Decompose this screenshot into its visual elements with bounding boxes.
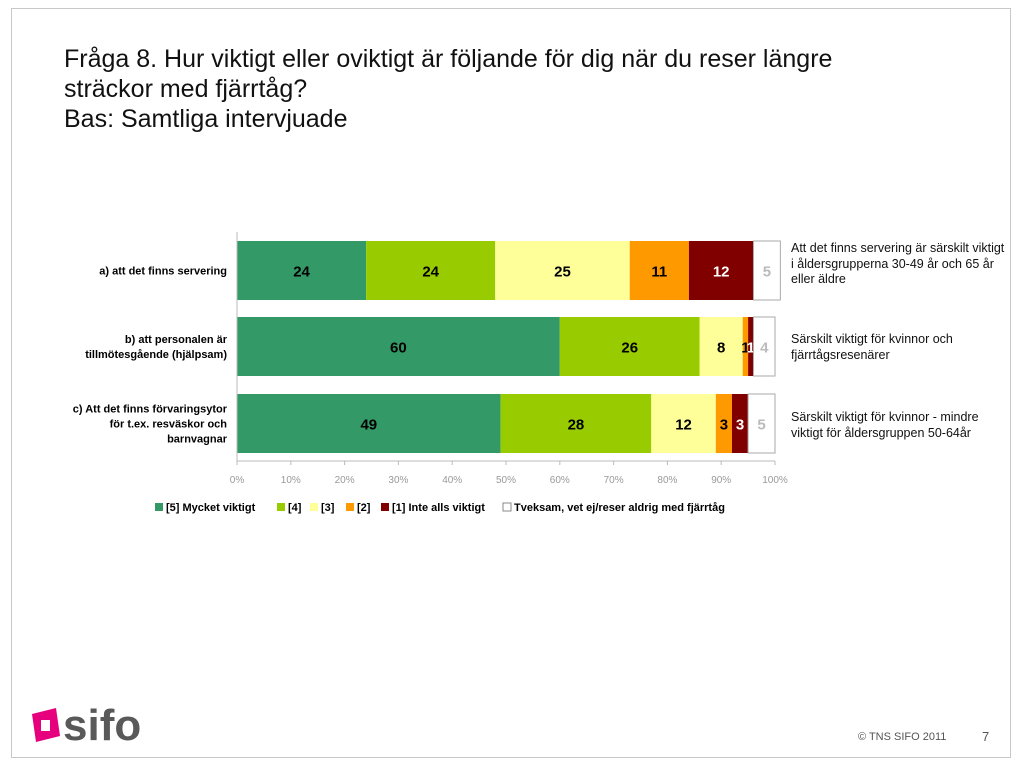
category-label: tillmötesgående (hjälpsam) bbox=[85, 349, 227, 361]
x-tick-label: 70% bbox=[604, 475, 624, 486]
category-label: c) Att det finns förvaringsytor bbox=[73, 404, 228, 416]
bar-segment bbox=[688, 241, 754, 300]
legend-swatch bbox=[346, 503, 354, 511]
x-tick-label: 30% bbox=[388, 475, 408, 486]
legend-label: [4] bbox=[288, 502, 302, 514]
title-line-3: Bas: Samtliga intervjuade bbox=[64, 105, 348, 133]
legend-swatch bbox=[310, 503, 318, 511]
svg-text:sifo: sifo bbox=[63, 701, 141, 750]
data-label: 8 bbox=[717, 340, 725, 357]
data-label: 24 bbox=[293, 264, 310, 281]
legend-label: [3] bbox=[321, 502, 335, 514]
category-label: barnvagnar bbox=[167, 434, 228, 446]
legend-label: [1] Inte alls viktigt bbox=[392, 502, 485, 514]
bar-segment bbox=[651, 394, 716, 453]
category-label: för t.ex. resväskor och bbox=[110, 419, 228, 431]
data-label: 12 bbox=[675, 417, 692, 434]
legend-swatch bbox=[277, 503, 285, 511]
data-label: 1 bbox=[741, 340, 749, 357]
legend-label: Tveksam, vet ej/reser aldrig med fjärrtå… bbox=[514, 502, 725, 514]
bar-segment bbox=[715, 394, 732, 453]
bar-segment bbox=[731, 394, 749, 453]
data-label: 3 bbox=[736, 417, 744, 434]
x-tick-label: 10% bbox=[281, 475, 301, 486]
data-label: 25 bbox=[554, 264, 571, 281]
bar-segment bbox=[747, 393, 776, 454]
data-label: 5 bbox=[763, 264, 771, 281]
bar-segment bbox=[752, 240, 781, 301]
data-label: 26 bbox=[621, 340, 638, 357]
bar-segment bbox=[500, 394, 652, 453]
data-label: 24 bbox=[422, 264, 439, 281]
x-tick-label: 40% bbox=[442, 475, 462, 486]
data-label: 60 bbox=[390, 340, 407, 357]
data-label: 28 bbox=[568, 417, 585, 434]
bar-segment bbox=[629, 241, 689, 300]
sifo-logo: sifo bbox=[32, 701, 141, 750]
copyright-footer: © TNS SIFO 2011 bbox=[858, 731, 947, 743]
data-label: 5 bbox=[757, 417, 765, 434]
x-tick-label: 100% bbox=[762, 475, 788, 486]
category-label: b) att personalen är bbox=[125, 334, 228, 346]
legend-label: [5] Mycket viktigt bbox=[166, 502, 256, 514]
title-line-1: Fråga 8. Hur viktigt eller oviktigt är f… bbox=[64, 45, 833, 73]
x-tick-label: 90% bbox=[711, 475, 731, 486]
note-c: Särskilt viktigt för kvinnor - mindre vi… bbox=[791, 410, 979, 440]
legend-swatch bbox=[502, 502, 512, 512]
bar-segment bbox=[366, 241, 496, 300]
bar-segment bbox=[237, 241, 367, 300]
data-label: 49 bbox=[360, 417, 377, 434]
note-a: Att det finns servering är särskilt vikt… bbox=[791, 241, 1005, 286]
title-line-2: sträckor med fjärrtåg? bbox=[64, 75, 308, 103]
legend-label: [2] bbox=[357, 502, 371, 514]
bar-segment bbox=[559, 317, 700, 376]
legend-swatch bbox=[155, 503, 163, 511]
category-label: a) att det finns servering bbox=[99, 266, 227, 278]
data-label: 1 bbox=[747, 340, 755, 357]
data-label: 11 bbox=[651, 264, 667, 281]
slide-frame bbox=[11, 8, 1011, 758]
bar-segment bbox=[699, 317, 743, 376]
bar-segment bbox=[742, 317, 749, 376]
slide-title: Fråga 8. Hur viktigt eller oviktigt är f… bbox=[64, 44, 964, 134]
x-tick-label: 50% bbox=[496, 475, 516, 486]
bar-segment bbox=[748, 317, 754, 376]
x-tick-label: 0% bbox=[230, 475, 245, 486]
data-label: 4 bbox=[760, 340, 769, 357]
x-tick-label: 20% bbox=[335, 475, 355, 486]
x-tick-label: 80% bbox=[657, 475, 677, 486]
x-tick-label: 60% bbox=[550, 475, 570, 486]
legend-swatch bbox=[381, 503, 389, 511]
bar-segment bbox=[237, 317, 560, 376]
data-label: 3 bbox=[720, 417, 728, 434]
page-number: 7 bbox=[982, 729, 990, 744]
bar-segment bbox=[495, 241, 630, 300]
bar-segment bbox=[237, 394, 501, 453]
note-b: Särskilt viktigt för kvinnor och fjärrtå… bbox=[791, 332, 953, 362]
data-label: 12 bbox=[713, 264, 730, 281]
bar-segment bbox=[752, 316, 776, 377]
